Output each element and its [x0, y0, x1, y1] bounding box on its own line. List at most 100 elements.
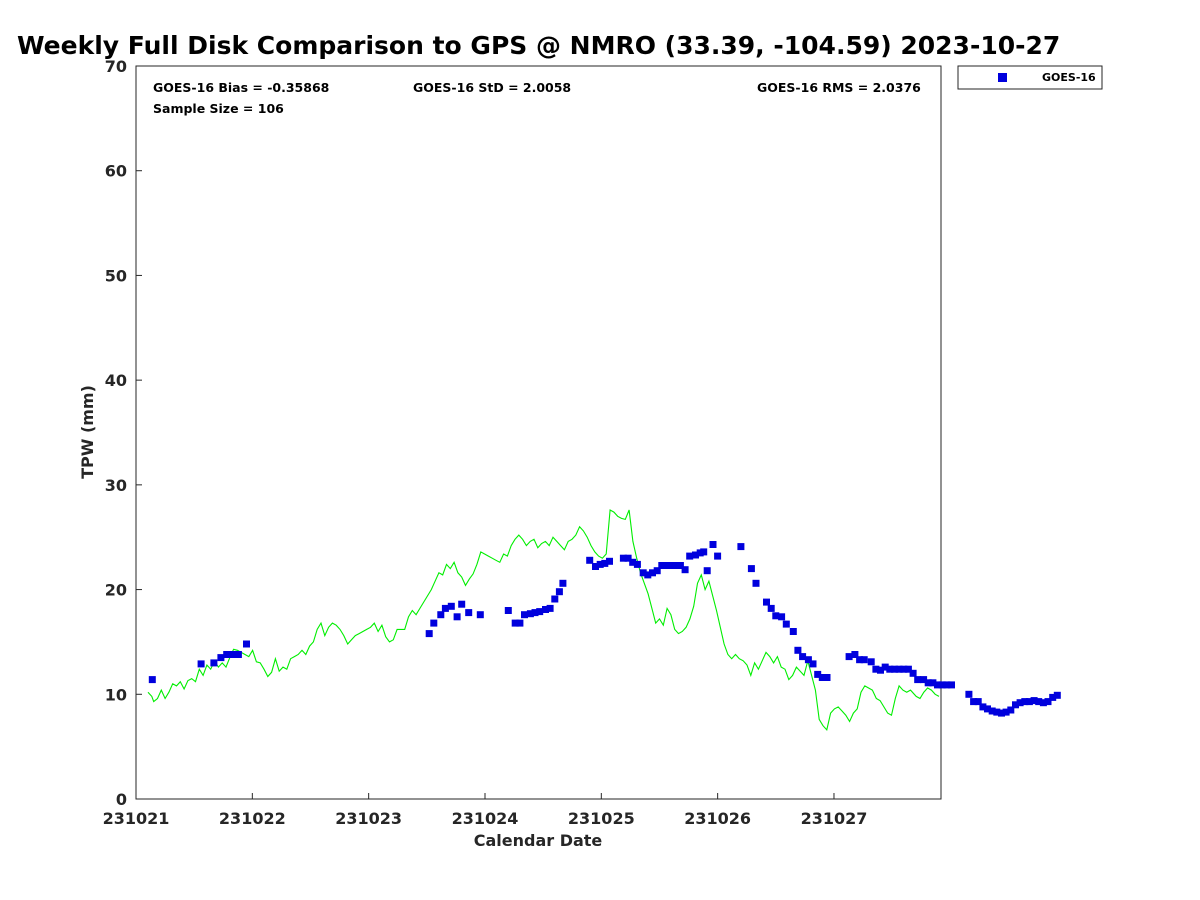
goes16-point: [895, 665, 903, 673]
goes16-point: [904, 665, 912, 673]
goes16-point: [804, 656, 812, 664]
goes16-point: [934, 681, 941, 689]
goes16-point: [709, 541, 717, 548]
goes16-point: [845, 653, 853, 661]
goes16-point: [521, 611, 528, 619]
goes16-point: [217, 654, 225, 662]
y-tick-label: 50: [105, 266, 127, 285]
goes16-point: [441, 604, 449, 612]
goes16-point: [965, 690, 973, 698]
goes16-point: [737, 543, 745, 551]
goes16-point: [970, 698, 978, 706]
goes16-point: [700, 548, 708, 556]
goes16-point: [938, 681, 946, 689]
chart-title: Weekly Full Disk Comparison to GPS @ NMR…: [17, 31, 1060, 60]
goes16-point: [929, 679, 937, 687]
legend-box: [957, 65, 1103, 90]
goes16-point: [465, 609, 473, 617]
goes16-point: [891, 665, 898, 673]
goes16-point: [555, 588, 563, 596]
y-tick-label: 70: [105, 57, 127, 76]
goes16-point: [789, 628, 797, 635]
goes16-point: [799, 653, 807, 661]
goes16-point: [672, 562, 680, 569]
x-tick-label: 231023: [335, 809, 402, 828]
goes16-point: [542, 606, 549, 613]
goes16-point: [747, 565, 755, 573]
goes16-point: [425, 630, 433, 638]
goes16-point: [430, 619, 438, 627]
goes16-point: [551, 595, 559, 603]
goes16-point: [814, 670, 822, 678]
goes16-point: [1053, 691, 1061, 699]
goes16-point: [818, 674, 826, 681]
goes16-point: [453, 613, 461, 621]
goes16-point: [686, 552, 694, 560]
goes16-point: [1012, 701, 1019, 709]
goes16-point: [629, 558, 637, 566]
goes16-point: [794, 646, 802, 654]
goes16-point: [536, 608, 544, 616]
goes16-point: [601, 559, 609, 567]
goes16-point: [606, 557, 613, 565]
goes16-point: [1049, 693, 1057, 701]
goes16-series: [148, 541, 1061, 717]
goes16-point: [867, 658, 875, 666]
rms-stat: GOES-16 RMS = 2.0376: [757, 80, 921, 95]
goes16-point: [979, 703, 987, 711]
goes16-point: [1039, 699, 1047, 707]
x-tick-label: 231024: [452, 809, 519, 828]
goes16-point: [649, 569, 656, 577]
goes16-point: [1016, 699, 1024, 707]
goes16-point: [531, 609, 539, 617]
goes16-point: [1021, 698, 1029, 706]
goes16-point: [823, 674, 831, 681]
goes16-point: [988, 707, 996, 715]
goes16-point: [1002, 708, 1010, 716]
goes16-point: [872, 665, 880, 673]
goes16-point: [1030, 697, 1038, 705]
x-tick-label: 231027: [801, 809, 868, 828]
goes16-point: [658, 562, 666, 569]
goes16-point: [504, 607, 512, 614]
x-tick-label: 231022: [219, 809, 286, 828]
goes16-point: [900, 665, 908, 673]
goes16-point: [914, 676, 922, 684]
y-tick-label: 30: [105, 476, 127, 495]
goes16-point: [667, 562, 675, 569]
goes16-point: [1035, 698, 1043, 706]
x-tick-label: 231021: [103, 809, 170, 828]
goes16-point: [851, 651, 859, 658]
y-tick-label: 10: [105, 685, 127, 704]
goes16-point: [663, 562, 670, 569]
goes16-point: [881, 663, 889, 671]
goes16-point: [998, 709, 1005, 717]
sample-size-stat: Sample Size = 106: [153, 101, 284, 116]
goes16-point: [948, 681, 955, 689]
goes16-point: [586, 556, 594, 564]
goes16-point: [437, 611, 445, 619]
goes16-point: [860, 656, 868, 664]
goes16-point: [1044, 698, 1052, 706]
plot-area: [135, 65, 942, 800]
goes16-point: [974, 698, 982, 706]
y-axis: 0 10 20 30 40 50 60 70: [105, 57, 142, 809]
y-tick-label: 20: [105, 581, 127, 600]
goes16-point: [458, 600, 466, 608]
goes16-point: [624, 554, 632, 562]
goes16-point: [772, 612, 780, 620]
goes16-point: [559, 579, 567, 587]
legend-marker-icon: [998, 73, 1007, 82]
goes16-point: [148, 676, 156, 684]
gps-series: [147, 509, 940, 732]
goes16-point: [1007, 706, 1015, 714]
x-tick-label: 231026: [684, 809, 751, 828]
goes16-point: [909, 669, 917, 677]
y-tick-label: 60: [105, 162, 127, 181]
y-tick-label: 0: [116, 790, 127, 809]
goes16-point: [676, 562, 684, 569]
goes16-point: [526, 610, 534, 618]
goes16-point: [920, 676, 928, 684]
goes16-point: [714, 552, 722, 560]
